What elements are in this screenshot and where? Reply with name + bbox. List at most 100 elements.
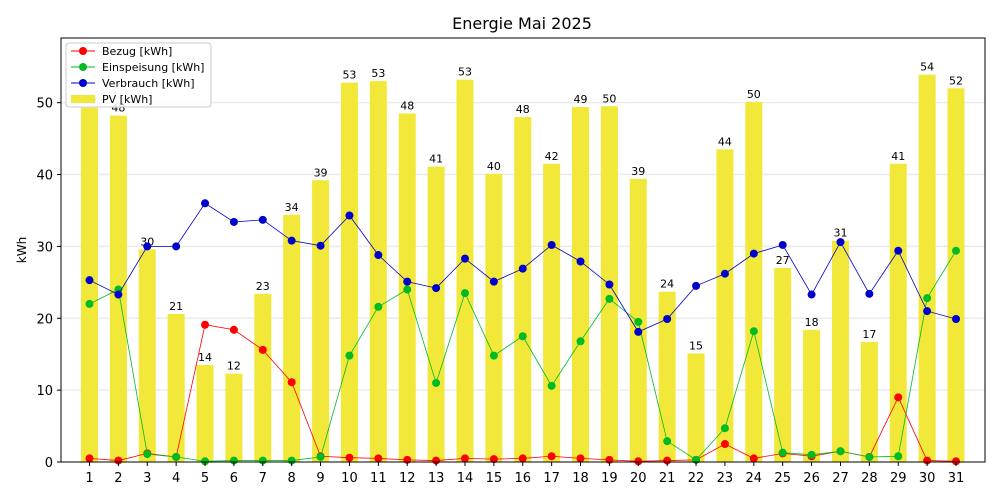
- pv-bars: [81, 74, 965, 463]
- pv-bar: [427, 166, 445, 463]
- series-point: [460, 289, 469, 298]
- series-point: [489, 277, 498, 286]
- pv-bar: [340, 82, 358, 462]
- series-point: [229, 456, 238, 465]
- pv-bar: [485, 173, 503, 462]
- x-tick-label: 27: [832, 471, 849, 486]
- x-tick-label: 13: [428, 471, 445, 486]
- y-axis-label: kWh: [15, 237, 29, 263]
- series-point: [778, 240, 787, 249]
- series-point: [85, 454, 94, 463]
- y-axis-ticks: 0 10 20 30 40 50: [36, 97, 61, 471]
- x-tick-label: 6: [230, 471, 238, 486]
- series-point: [287, 456, 296, 465]
- series-point: [836, 447, 845, 456]
- series-point: [576, 454, 585, 463]
- pv-bar-label: 17: [862, 328, 876, 341]
- series-point: [258, 345, 267, 354]
- series-point: [923, 307, 932, 316]
- legend-label: Einspeisung [kWh]: [102, 61, 204, 74]
- x-tick-label: 18: [572, 471, 589, 486]
- series-point: [547, 381, 556, 390]
- series-point: [229, 325, 238, 334]
- series-point: [403, 285, 412, 294]
- series-point: [634, 327, 643, 336]
- series-point: [229, 217, 238, 226]
- pv-bar-label: 53: [458, 66, 472, 79]
- x-tick-label: 31: [948, 471, 965, 486]
- x-tick-label: 30: [919, 471, 936, 486]
- pv-bar-labels: 4948302114122334395353484153404842495039…: [83, 61, 964, 373]
- legend-label: Verbrauch [kWh]: [102, 77, 195, 90]
- pv-bar: [918, 74, 936, 462]
- pv-bar: [947, 88, 965, 462]
- series-point: [894, 393, 903, 402]
- x-tick-label: 24: [746, 471, 763, 486]
- series-point: [952, 314, 960, 323]
- series-point: [518, 332, 527, 341]
- series-point: [258, 456, 267, 465]
- series-point: [720, 424, 729, 433]
- pv-bar-label: 41: [891, 150, 905, 163]
- series-point: [749, 249, 758, 258]
- pv-bar-label: 42: [545, 150, 559, 163]
- chart-title: Energie Mai 2025: [452, 14, 592, 33]
- series-point: [258, 215, 267, 224]
- pv-bar: [831, 240, 849, 462]
- legend-label: Bezug [kWh]: [102, 45, 172, 58]
- legend-marker: [79, 63, 87, 71]
- legend-swatch: [71, 95, 95, 103]
- x-tick-label: 17: [543, 471, 560, 486]
- x-tick-label: 10: [341, 471, 358, 486]
- pv-bar: [167, 313, 185, 462]
- legend: Bezug [kWh] Einspeisung [kWh] Verbrauch [k…: [65, 42, 212, 108]
- legend-label: PV [kWh]: [102, 93, 152, 106]
- pv-bar: [658, 291, 676, 462]
- pv-bar-label: 15: [689, 339, 703, 352]
- y-tick-label: 50: [36, 97, 53, 112]
- x-tick-label: 19: [601, 471, 618, 486]
- x-tick-label: 14: [457, 471, 474, 486]
- series-point: [749, 327, 758, 336]
- series-point: [663, 314, 672, 323]
- series-point: [663, 437, 672, 446]
- x-tick-label: 4: [172, 471, 180, 486]
- series-point: [345, 351, 354, 360]
- series-point: [807, 290, 816, 299]
- pv-bar: [225, 373, 243, 462]
- series-point: [894, 452, 903, 461]
- series-point: [460, 454, 469, 463]
- y-tick-label: 10: [36, 384, 53, 399]
- x-tick-label: 26: [803, 471, 820, 486]
- series-point: [720, 269, 729, 278]
- series-point: [432, 378, 441, 387]
- x-tick-label: 16: [514, 471, 531, 486]
- series-point: [201, 199, 210, 208]
- x-tick-label: 12: [399, 471, 416, 486]
- x-tick-label: 3: [143, 471, 151, 486]
- pv-bar: [803, 329, 821, 462]
- series-point: [923, 456, 932, 465]
- series-point: [576, 337, 585, 346]
- x-tick-label: 5: [201, 471, 209, 486]
- series-point: [518, 264, 527, 273]
- pv-bar: [138, 249, 156, 462]
- pv-bar-label: 40: [487, 160, 501, 173]
- y-tick-label: 0: [45, 456, 53, 471]
- pv-bar: [774, 267, 792, 462]
- pv-bar-label: 41: [429, 153, 443, 166]
- x-tick-label: 2: [114, 471, 122, 486]
- series-point: [85, 299, 94, 308]
- pv-bar: [716, 149, 734, 462]
- series-point: [807, 450, 816, 459]
- x-tick-label: 1: [85, 471, 93, 486]
- series-point: [952, 246, 960, 255]
- y-tick-label: 40: [36, 169, 53, 184]
- pv-bar-label: 53: [371, 67, 385, 80]
- pv-bar: [745, 101, 763, 462]
- pv-bar-label: 48: [400, 99, 414, 112]
- pv-bar-label: 21: [169, 300, 183, 313]
- pv-bar: [196, 364, 214, 462]
- x-tick-label: 23: [717, 471, 734, 486]
- series-point: [692, 281, 701, 290]
